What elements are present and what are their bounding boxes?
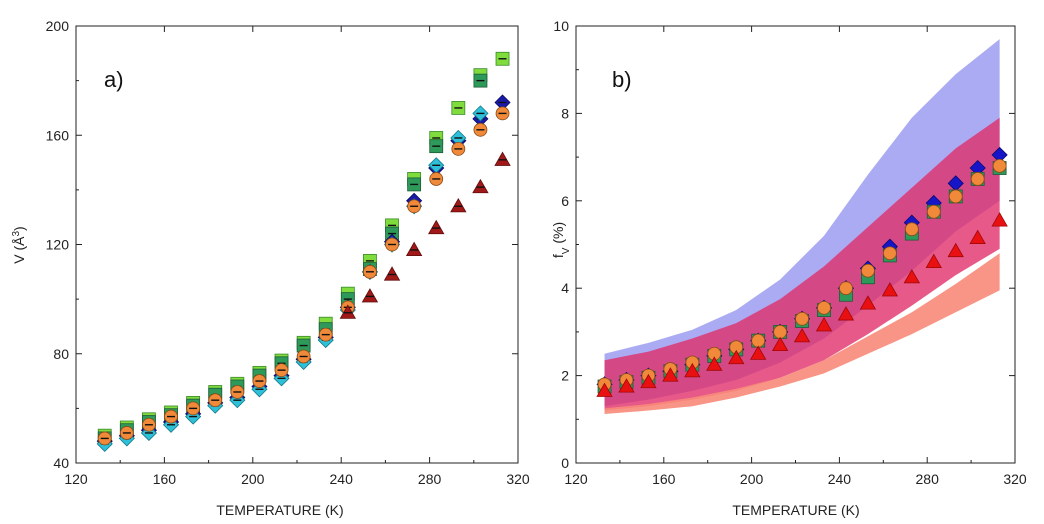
panel-b-point-s2-12 (861, 264, 874, 277)
panel-a-xtick-label-3: 240 (330, 471, 354, 487)
panel-a-point-s5-12 (362, 289, 377, 302)
panel-a-xtick-label-4: 280 (418, 471, 442, 487)
panel-a-ytick-label-4: 200 (46, 18, 70, 34)
panel-b-point-s2-13 (883, 247, 896, 260)
panel-a-point-s5-18 (495, 152, 510, 165)
panel-b-xlabel: TEMPERATURE (K) (732, 502, 859, 518)
panel-a-point-s5-17 (473, 180, 488, 193)
panel-a-ylabel-close: ) (11, 226, 27, 231)
panel-b-xtick-label-1: 160 (652, 471, 676, 487)
figure: a) TEMPERATURE (K) V (Å3) b) TEMPERATURE… (0, 0, 1044, 524)
panel-a-point-s5-14 (407, 242, 422, 255)
panel-b-point-s2-7 (752, 334, 765, 347)
panel-b-xtick-label-4: 280 (916, 471, 940, 487)
panel-b-ytick-label-5: 10 (553, 18, 569, 34)
panel-a-point-s5-13 (385, 267, 400, 280)
panel-a-ytick-label-1: 80 (53, 346, 69, 362)
panel-b-ylabel-close: (%) (550, 222, 566, 248)
panel-b-point-s2-18 (993, 159, 1006, 172)
panel-b-xtick-label-0: 120 (564, 471, 588, 487)
panel-a-xtick-label-1: 160 (153, 471, 177, 487)
chart-canvas: a) TEMPERATURE (K) V (Å3) b) TEMPERATURE… (0, 0, 1044, 524)
panel-b-xtick-label-3: 240 (828, 471, 852, 487)
panel-b-xtick-label-5: 320 (1003, 471, 1027, 487)
panel-a-label: a) (104, 67, 124, 92)
panel-b-point-s2-11 (839, 282, 852, 295)
panel-b-ytick-label-2: 4 (561, 280, 569, 296)
panel-b-ytick-label-4: 8 (561, 105, 569, 121)
panel-b-point-s2-17 (971, 172, 984, 185)
panel-a-point-s5-16 (451, 199, 466, 212)
panel-b-point-s2-14 (905, 223, 918, 236)
panel-a-xtick-label-0: 120 (64, 471, 88, 487)
panel-a-xtick-label-2: 200 (241, 471, 265, 487)
panel-a-ytick-label-2: 120 (46, 237, 70, 253)
panel-a-ytick-label-0: 40 (53, 455, 69, 471)
panel-b-point-s2-9 (796, 312, 809, 325)
panel-a-ylabel: V (Å3) (11, 226, 28, 263)
panel-b-point-s2-8 (774, 325, 787, 338)
panel-b-ytick-label-3: 6 (561, 193, 569, 209)
panel-a-xtick-label-5: 320 (506, 471, 530, 487)
panel-b-point-s2-10 (818, 301, 831, 314)
panel-b-ytick-label-1: 2 (561, 368, 569, 384)
panel-b-label: b) (612, 67, 632, 92)
panel-b-xtick-label-2: 200 (740, 471, 764, 487)
panel-b-ytick-label-0: 0 (561, 455, 569, 471)
panel-a-xlabel: TEMPERATURE (K) (216, 502, 343, 518)
panel-a-frame (76, 26, 518, 463)
panel-a-ytick-label-3: 160 (46, 127, 70, 143)
panel-b-point-s2-15 (927, 205, 940, 218)
panel-a-point-s5-15 (429, 221, 444, 234)
panel-a-ylabel-main: V (Å (11, 236, 27, 264)
panel-b-ylabel: fV (%) (550, 222, 572, 258)
panel-b-point-s2-16 (949, 190, 962, 203)
